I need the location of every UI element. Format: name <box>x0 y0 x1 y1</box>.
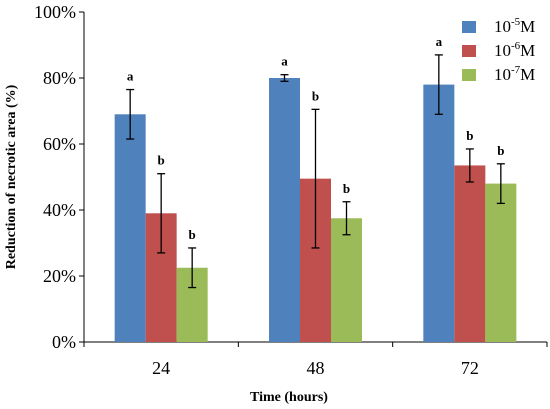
legend-swatch <box>462 21 476 33</box>
significance-label: b <box>497 143 504 158</box>
x-tick-label: 72 <box>461 358 479 378</box>
significance-label: a <box>281 54 288 69</box>
x-tick-label: 48 <box>307 358 325 378</box>
significance-label: b <box>343 181 350 196</box>
significance-label: b <box>466 128 473 143</box>
legend-swatch <box>462 69 476 81</box>
bar <box>485 183 517 342</box>
x-axis-title: Time (hours) <box>250 390 328 405</box>
bar <box>454 165 486 342</box>
bar <box>114 114 146 342</box>
significance-label: a <box>127 69 134 84</box>
x-tick-label: 24 <box>152 358 170 378</box>
significance-label: b <box>158 153 165 168</box>
significance-label: b <box>312 88 319 103</box>
y-tick-label: 40% <box>43 200 76 220</box>
bar <box>331 218 362 342</box>
significance-label: b <box>189 227 196 242</box>
legend-label: 10-6M <box>494 40 535 60</box>
bar <box>423 84 455 342</box>
y-axis-title: Reduction of necrotic area (%) <box>4 84 19 269</box>
legend: 10-5M 10-6M 10-7M <box>462 16 535 84</box>
y-tick-label: 80% <box>43 68 76 88</box>
y-tick-label: 0% <box>52 332 76 352</box>
legend-swatch <box>462 45 476 57</box>
plot-area: 0% 20% 40% 60% 80% 100% 24 48 72 a b b a b b a b b <box>34 2 548 378</box>
y-tick-label: 60% <box>43 134 76 154</box>
bar <box>269 78 300 342</box>
y-tick-label: 20% <box>43 266 76 286</box>
legend-label: 10-5M <box>494 16 535 36</box>
y-tick-label: 100% <box>34 2 76 22</box>
legend-label: 10-7M <box>494 64 535 84</box>
significance-label: a <box>436 34 443 49</box>
